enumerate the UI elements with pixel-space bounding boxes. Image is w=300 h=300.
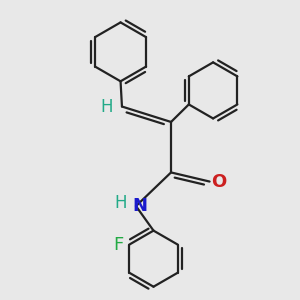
- Text: H: H: [100, 98, 113, 116]
- Text: F: F: [113, 236, 123, 253]
- Text: H: H: [114, 194, 127, 212]
- Text: N: N: [132, 197, 147, 215]
- Text: O: O: [211, 172, 226, 190]
